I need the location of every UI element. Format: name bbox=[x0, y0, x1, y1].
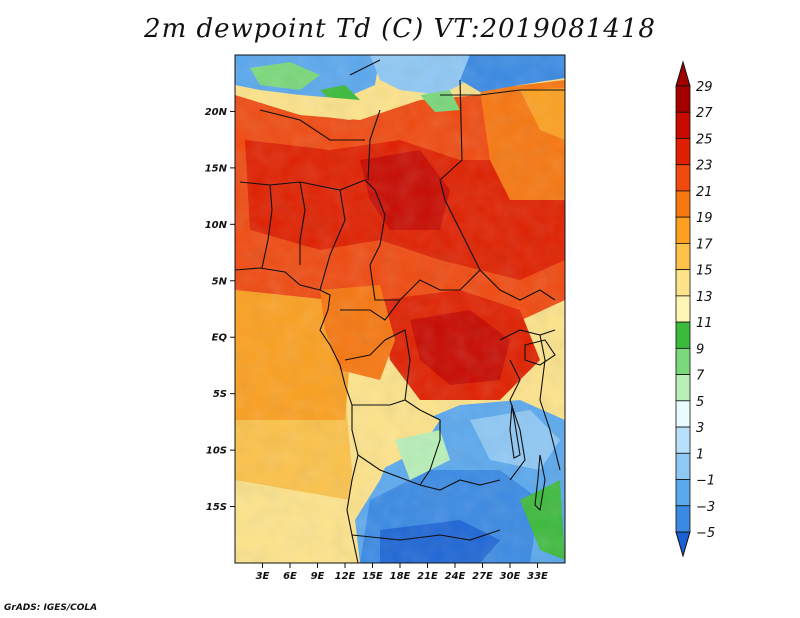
border-15 bbox=[499, 329, 556, 341]
lat-tick-label: 10N bbox=[205, 220, 228, 231]
colorbar-segment bbox=[675, 374, 691, 402]
border-18 bbox=[440, 89, 565, 96]
border-6 bbox=[367, 109, 381, 181]
colorbar-label: 15 bbox=[696, 264, 713, 279]
border-5 bbox=[369, 189, 400, 301]
colorbar-segment bbox=[675, 138, 691, 166]
field-texture bbox=[235, 55, 565, 563]
colorbar-label: 29 bbox=[696, 80, 713, 95]
lake-tanganyika bbox=[509, 404, 521, 459]
colorbar-label: 27 bbox=[696, 106, 713, 121]
lat-tick-label: 10S bbox=[206, 446, 227, 457]
lat-tick-label: 20N bbox=[205, 107, 228, 118]
colorbar-label: 19 bbox=[696, 211, 713, 226]
colorbar-segment bbox=[675, 479, 691, 507]
lat-tick-label: 5N bbox=[212, 276, 228, 287]
latitude-axis: 20N 15N 10N 5N EQ 5S 10S 15S bbox=[205, 107, 235, 513]
colorbar-segment bbox=[675, 164, 691, 192]
border-14 bbox=[351, 529, 501, 541]
lon-tick-label: 3E bbox=[256, 571, 270, 582]
colorbar-label: 23 bbox=[696, 159, 713, 174]
lon-tick-label: 9E bbox=[311, 571, 325, 582]
colorbar-label: 11 bbox=[696, 316, 713, 331]
page-title: 2m dewpoint Td (C) VT:2019081418 bbox=[144, 14, 656, 44]
border-12 bbox=[352, 399, 441, 486]
lake-victoria bbox=[524, 339, 556, 366]
lon-tick-label: 15E bbox=[362, 571, 383, 582]
border-8 bbox=[439, 79, 556, 301]
colorbar-segment bbox=[675, 426, 691, 454]
colorbar-label: 13 bbox=[696, 290, 713, 305]
colorbar-label: 17 bbox=[696, 237, 713, 252]
colorbar-bottom-arrow bbox=[675, 531, 691, 558]
border-19 bbox=[349, 59, 381, 76]
colorbar-segment bbox=[675, 243, 691, 271]
border-7 bbox=[259, 109, 365, 141]
credit-text: GrADS: IGES/COLA bbox=[4, 603, 98, 613]
colorbar-label: 5 bbox=[696, 395, 704, 410]
colorbar-label: −1 bbox=[696, 474, 715, 489]
lon-tick-label: 30E bbox=[500, 571, 521, 582]
colorbar-label: 1 bbox=[696, 447, 704, 462]
colorbar-label: 7 bbox=[696, 369, 705, 384]
colorbar-label: 3 bbox=[696, 421, 704, 436]
colorbar-segment bbox=[675, 269, 691, 297]
border-17 bbox=[539, 334, 561, 471]
colorbar-segment bbox=[675, 400, 691, 428]
colorbar-label: 9 bbox=[696, 342, 704, 357]
border-4 bbox=[319, 189, 346, 291]
map-field bbox=[235, 55, 565, 563]
lat-tick-label: 15S bbox=[206, 502, 227, 513]
lon-tick-label: 21E bbox=[417, 571, 438, 582]
colorbar-segment bbox=[675, 452, 691, 480]
lat-tick-label: EQ bbox=[212, 333, 228, 344]
border-2 bbox=[261, 184, 273, 269]
country-borders bbox=[235, 59, 565, 563]
colorbar-segment bbox=[675, 295, 691, 323]
border-13 bbox=[357, 454, 501, 491]
colorbar-label: 21 bbox=[696, 185, 713, 200]
lat-tick-label: 15N bbox=[205, 163, 228, 174]
longitude-axis: 3E 6E 9E 12E 15E 18E 21E 24E 27E 30E 33E bbox=[256, 563, 548, 582]
colorbar-label: −5 bbox=[696, 526, 715, 541]
border-1 bbox=[239, 179, 376, 191]
colorbar-segment bbox=[675, 216, 691, 244]
colorbar-label: 25 bbox=[696, 132, 713, 147]
lon-tick-label: 12E bbox=[335, 571, 356, 582]
lake-malawi bbox=[534, 454, 546, 512]
border-3 bbox=[299, 181, 306, 265]
border-16 bbox=[509, 359, 526, 481]
colorbar-segment bbox=[675, 505, 691, 533]
colorbar-segment bbox=[675, 111, 691, 139]
lat-tick-label: 5S bbox=[213, 389, 227, 400]
lon-tick-label: 27E bbox=[472, 571, 493, 582]
colorbar-segment bbox=[675, 347, 691, 375]
border-10 bbox=[340, 299, 401, 321]
colorbar-segment bbox=[675, 85, 691, 113]
border-9 bbox=[399, 269, 481, 301]
border-11 bbox=[344, 329, 411, 401]
coastline-west bbox=[235, 267, 359, 563]
lon-tick-label: 6E bbox=[283, 571, 297, 582]
colorbar-segment bbox=[675, 321, 691, 349]
lon-tick-label: 33E bbox=[527, 571, 548, 582]
colorbar-label: −3 bbox=[696, 500, 715, 515]
lon-tick-label: 24E bbox=[445, 571, 466, 582]
lon-tick-label: 18E bbox=[390, 571, 411, 582]
colorbar: 29 27 25 23 21 19 17 15 13 11 9 7 5 3 1 −1 −3 −5 bbox=[675, 60, 715, 558]
colorbar-segment bbox=[675, 190, 691, 218]
colorbar-top-arrow bbox=[675, 60, 691, 87]
